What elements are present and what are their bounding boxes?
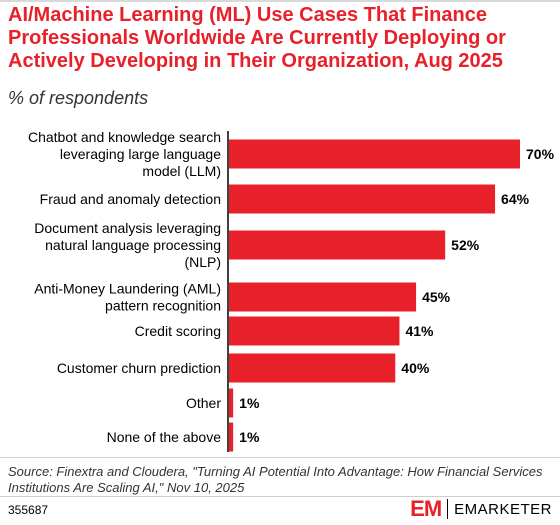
category-label: Customer churn prediction: [57, 360, 221, 376]
category-label: Anti-Money Laundering (AML) pattern recog…: [34, 281, 221, 314]
bar: [229, 139, 520, 169]
bar: [229, 230, 446, 260]
bar-chart: 70% Chatbot and knowledge search leveragin…: [28, 129, 555, 452]
bar: [229, 388, 234, 418]
data-label: 1%: [239, 395, 260, 411]
footer-divider: [0, 496, 560, 497]
brand-name: EMARKETER: [454, 500, 552, 518]
data-label: 41%: [405, 323, 434, 339]
brand-logo: EM EMARKETER: [410, 496, 552, 522]
category-label: Fraud and anomaly detection: [40, 191, 221, 207]
category-label: Chatbot and knowledge search leveraging l…: [28, 129, 221, 179]
data-label: 70%: [526, 146, 555, 162]
brand-separator: [447, 499, 449, 519]
data-label: 40%: [401, 360, 430, 376]
data-label: 52%: [451, 237, 480, 253]
bar: [229, 282, 417, 312]
data-label: 1%: [239, 429, 260, 445]
chart-subtitle: % of respondents: [8, 88, 149, 108]
category-label: Credit scoring: [135, 323, 221, 339]
em-logo-icon: EM: [410, 496, 442, 521]
bar: [229, 184, 496, 214]
category-label: None of the above: [107, 429, 222, 445]
bar: [229, 422, 234, 452]
data-label: 45%: [422, 289, 451, 305]
chart-id: 355687: [8, 503, 49, 517]
source-note: Source: Finextra and Cloudera, "Turning …: [8, 464, 543, 495]
data-label: 64%: [501, 191, 530, 207]
bar: [229, 353, 396, 383]
category-label: Document analysis leveraging natural lang…: [34, 220, 221, 270]
top-border: [0, 0, 560, 2]
bar: [229, 316, 400, 346]
source-divider: [0, 457, 560, 458]
chart-title: AI/Machine Learning (ML) Use Cases That …: [8, 4, 506, 72]
category-label: Other: [186, 395, 221, 411]
